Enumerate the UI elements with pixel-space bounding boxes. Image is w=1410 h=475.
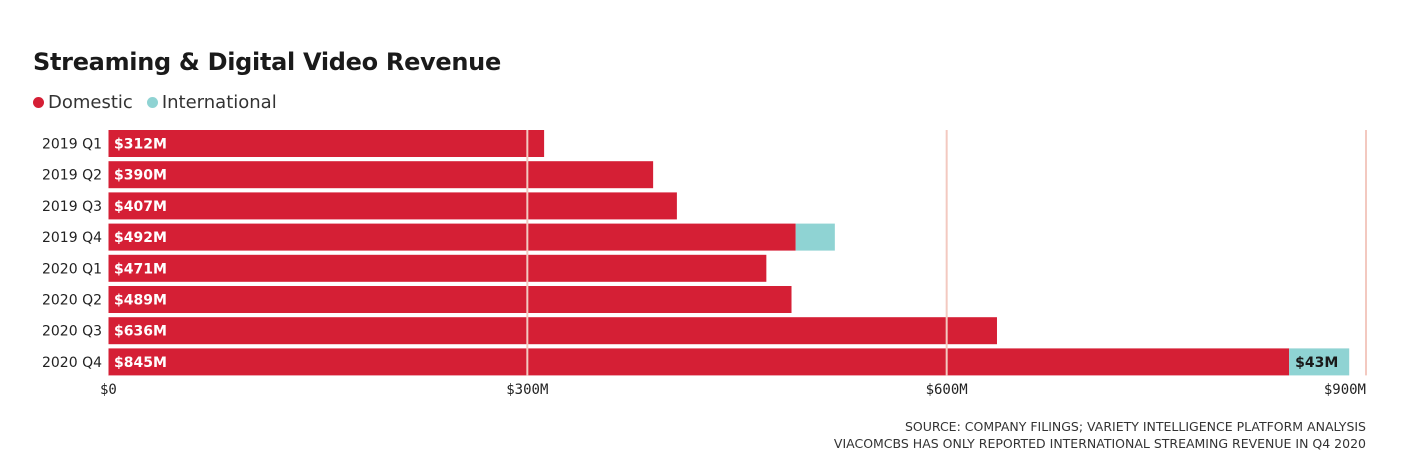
x-tick-label-4: $900M — [1324, 382, 1366, 398]
chart-plot: $312M 2019 Q1 $390M 2019 Q2 $407M 2019 Q3 $492… — [42, 130, 1367, 398]
legend-item-domestic: Domestic — [33, 92, 133, 113]
bar-domestic-1 — [108, 130, 545, 157]
footnote-line: VIACOMCBS HAS ONLY REPORTED INTERNATIONA… — [833, 436, 1366, 451]
bar-domestic-5 — [108, 254, 767, 282]
category-label-4: 2019 Q4 — [42, 230, 102, 246]
legend-item-international: International — [146, 92, 277, 113]
bar-label-domestic-5: $471M — [114, 261, 167, 277]
x-tick-label-3: $600M — [926, 382, 968, 398]
bar-domestic-4 — [108, 223, 796, 251]
chart-title: Streaming & Digital Video Revenue — [33, 48, 501, 76]
bar-label-domestic-2: $390M — [114, 168, 167, 184]
bar-domestic-6 — [108, 286, 792, 313]
bar-domestic-2 — [108, 161, 654, 189]
bar-label-domestic-8: $845M — [114, 355, 167, 371]
category-label-1: 2019 Q1 — [42, 137, 102, 153]
bar-label-domestic-6: $489M — [114, 293, 167, 309]
category-label-7: 2020 Q3 — [42, 324, 102, 340]
category-label-3: 2019 Q3 — [42, 199, 102, 215]
category-label-8: 2020 Q4 — [42, 355, 102, 371]
bar-international-8 — [1289, 348, 1350, 376]
source-line: SOURCE: COMPANY FILINGS; VARIETY INTELLI… — [904, 419, 1366, 434]
source-note: SOURCE: COMPANY FILINGS; VARIETY INTELLI… — [834, 418, 1366, 452]
bar-domestic-7 — [108, 317, 997, 345]
legend-swatch-international — [146, 97, 158, 108]
bar-label-domestic-4: $492M — [114, 230, 167, 246]
bar-label-domestic-7: $636M — [114, 324, 167, 340]
bar-label-domestic-1: $312M — [114, 137, 167, 153]
category-label-5: 2020 Q1 — [42, 261, 102, 277]
bar-international-4 — [795, 223, 835, 251]
x-tick-label-1: $0 — [100, 382, 117, 398]
category-label-2: 2019 Q2 — [42, 168, 102, 184]
legend-label-international: International — [161, 92, 277, 113]
legend-label-domestic: Domestic — [48, 92, 133, 113]
bar-domestic-8 — [108, 348, 1290, 376]
legend-swatch-domestic — [33, 97, 44, 108]
category-label-6: 2020 Q2 — [42, 293, 102, 309]
bar-label-domestic-3: $407M — [114, 199, 167, 215]
bar-label-international-8: $43M — [1295, 355, 1338, 371]
bar-domestic-3 — [108, 192, 677, 220]
x-tick-label-2: $300M — [506, 382, 548, 398]
legend: Domestic International — [33, 92, 291, 113]
